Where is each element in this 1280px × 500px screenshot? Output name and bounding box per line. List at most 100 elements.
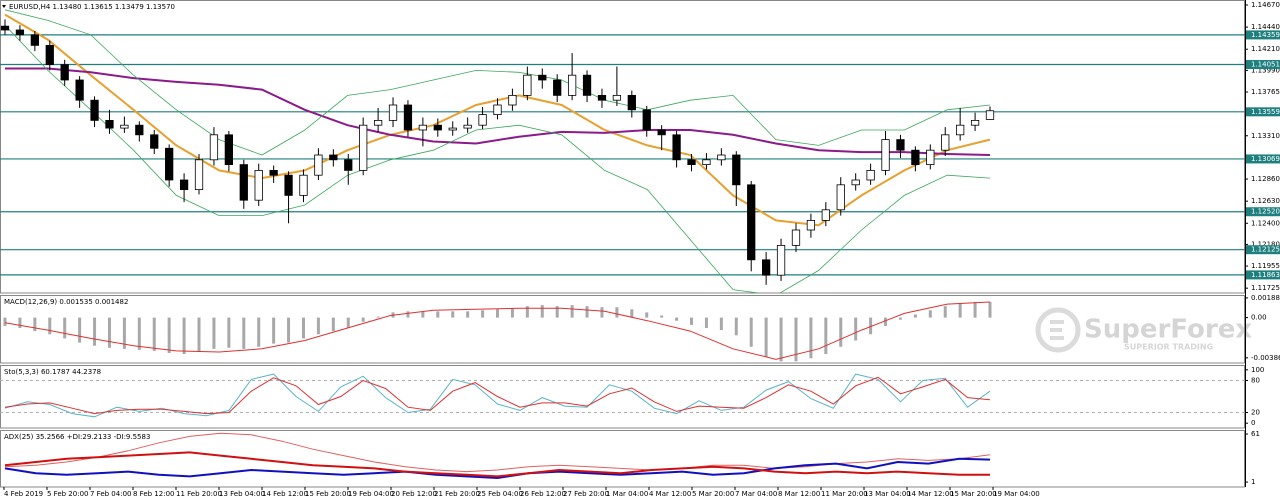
histogram-bar bbox=[660, 315, 664, 318]
y-tick-label: 1.13765 bbox=[1251, 88, 1280, 96]
candle-body bbox=[851, 179, 860, 186]
candle-body bbox=[926, 149, 935, 166]
x-tick-label: 25 Feb 04:00 bbox=[477, 490, 523, 498]
candle-body bbox=[254, 169, 263, 201]
histogram-bar bbox=[481, 310, 485, 318]
level-label-box bbox=[1246, 107, 1280, 117]
x-tick-label: 27 Feb 20:00 bbox=[563, 490, 609, 498]
histogram-bar bbox=[973, 301, 977, 318]
candle-body bbox=[135, 124, 144, 136]
candle-body bbox=[179, 179, 189, 191]
histogram-bar bbox=[257, 317, 261, 347]
histogram-bar bbox=[361, 317, 365, 322]
candle-body bbox=[105, 119, 114, 129]
histogram-bar bbox=[884, 317, 888, 326]
candle-body bbox=[523, 74, 532, 96]
x-tick-label: 5 Mar 20:00 bbox=[692, 490, 734, 498]
menu-marker bbox=[2, 5, 6, 8]
candle-body bbox=[657, 129, 666, 136]
candle-body bbox=[284, 174, 293, 196]
histogram-bar bbox=[913, 314, 917, 318]
candle-body bbox=[836, 184, 845, 211]
candle-body bbox=[717, 154, 726, 161]
histogram-bar bbox=[93, 317, 97, 346]
y-tick-label: 1.12860 bbox=[1251, 175, 1280, 183]
panel-border bbox=[0, 365, 1245, 429]
candle-body bbox=[418, 124, 428, 131]
panel-title: ADX(25) 35.2566 +DI:29.2133 -DI:9.5583 bbox=[4, 433, 150, 441]
histogram-bar bbox=[301, 317, 305, 339]
price-axis: 1.14670 1.14440 1.14210 1.13990 1.13765 1.133… bbox=[1245, 1, 1280, 292]
y-tick-label: 20 bbox=[1251, 409, 1260, 417]
indicator-line bbox=[4, 451, 990, 478]
candle-body bbox=[612, 94, 622, 101]
histogram-bar bbox=[585, 306, 589, 318]
level-label-box bbox=[1246, 60, 1280, 70]
y-tick-label: 1.13990 bbox=[1251, 66, 1280, 74]
x-tick-label: 4 Feb 2019 bbox=[4, 490, 43, 498]
indicator-line bbox=[4, 24, 991, 293]
candle-body bbox=[359, 124, 368, 171]
histogram-bar bbox=[212, 317, 216, 349]
x-tick-label: 11 Feb 20:00 bbox=[176, 490, 222, 498]
candle-body bbox=[642, 109, 651, 131]
histogram-bar bbox=[749, 317, 753, 347]
histogram-bar bbox=[898, 317, 902, 320]
candle-body bbox=[15, 29, 25, 36]
logo-ring bbox=[1035, 307, 1081, 353]
candle-body bbox=[806, 219, 816, 231]
candle-body bbox=[478, 114, 487, 126]
indicator-line bbox=[5, 67, 991, 156]
x-tick-label: 7 Feb 04:00 bbox=[90, 490, 131, 498]
candle-body bbox=[329, 154, 338, 161]
histogram-bar bbox=[794, 317, 798, 362]
x-tick-label: 7 Mar 04:00 bbox=[735, 490, 777, 498]
y-tick-label: 1.12630 bbox=[1251, 197, 1280, 205]
histogram-bar bbox=[779, 317, 783, 362]
level-label: 1.12520 bbox=[1251, 208, 1280, 216]
candle-body bbox=[344, 159, 353, 171]
candle-body bbox=[75, 79, 84, 101]
level-label-box bbox=[1246, 154, 1280, 164]
candle-body bbox=[582, 74, 592, 96]
time-axis: 4 Feb 2019 5 Feb 20:00 7 Feb 04:00 8 Feb 12… bbox=[3, 487, 1040, 498]
y-tick-label: 1.14440 bbox=[1251, 23, 1280, 31]
candle-body bbox=[791, 229, 801, 246]
histogram-bar bbox=[704, 317, 708, 329]
candle-body bbox=[373, 119, 383, 126]
candle-body bbox=[239, 164, 248, 201]
histogram-bar bbox=[496, 309, 499, 318]
panel bbox=[0, 373, 1245, 418]
candle-body bbox=[120, 124, 129, 129]
histogram-bar bbox=[525, 306, 529, 318]
candle-body bbox=[448, 127, 457, 131]
x-tick-label: 14 Feb 12:00 bbox=[262, 490, 308, 498]
x-tick-label: 11 Mar 20:00 bbox=[821, 490, 868, 498]
histogram-bar bbox=[182, 317, 186, 355]
candle-body bbox=[60, 64, 69, 81]
candle-body bbox=[433, 124, 442, 131]
candle-body bbox=[821, 209, 830, 221]
panel bbox=[4, 432, 991, 480]
y-tick-label: 1 bbox=[1251, 478, 1255, 486]
x-tick-label: 5 Feb 20:00 bbox=[47, 490, 88, 498]
candle-body bbox=[508, 94, 517, 106]
y-tick-label: 1.12180 bbox=[1251, 240, 1280, 248]
candle-body bbox=[45, 44, 54, 66]
candle-body bbox=[194, 159, 204, 191]
y-tick-label: 0.001888 bbox=[1251, 294, 1280, 302]
histogram-bar bbox=[630, 309, 634, 318]
y-tick-label: 80 bbox=[1251, 376, 1260, 384]
histogram-bar bbox=[928, 310, 932, 318]
y-tick-label: 61 bbox=[1251, 430, 1260, 438]
panel-border bbox=[0, 430, 1245, 488]
y-tick-label: 0.00 bbox=[1251, 314, 1267, 322]
histogram-bar bbox=[376, 316, 380, 318]
histogram-bar bbox=[331, 317, 335, 332]
histogram-bar bbox=[824, 317, 828, 355]
indicator-line bbox=[4, 376, 991, 415]
panel-title: EURUSD,H4 1.13480 1.13615 1.13479 1.1357… bbox=[9, 3, 175, 11]
histogram-bar bbox=[227, 317, 231, 348]
candle-body bbox=[269, 169, 278, 176]
x-tick-label: 1 Mar 04:00 bbox=[606, 490, 648, 498]
